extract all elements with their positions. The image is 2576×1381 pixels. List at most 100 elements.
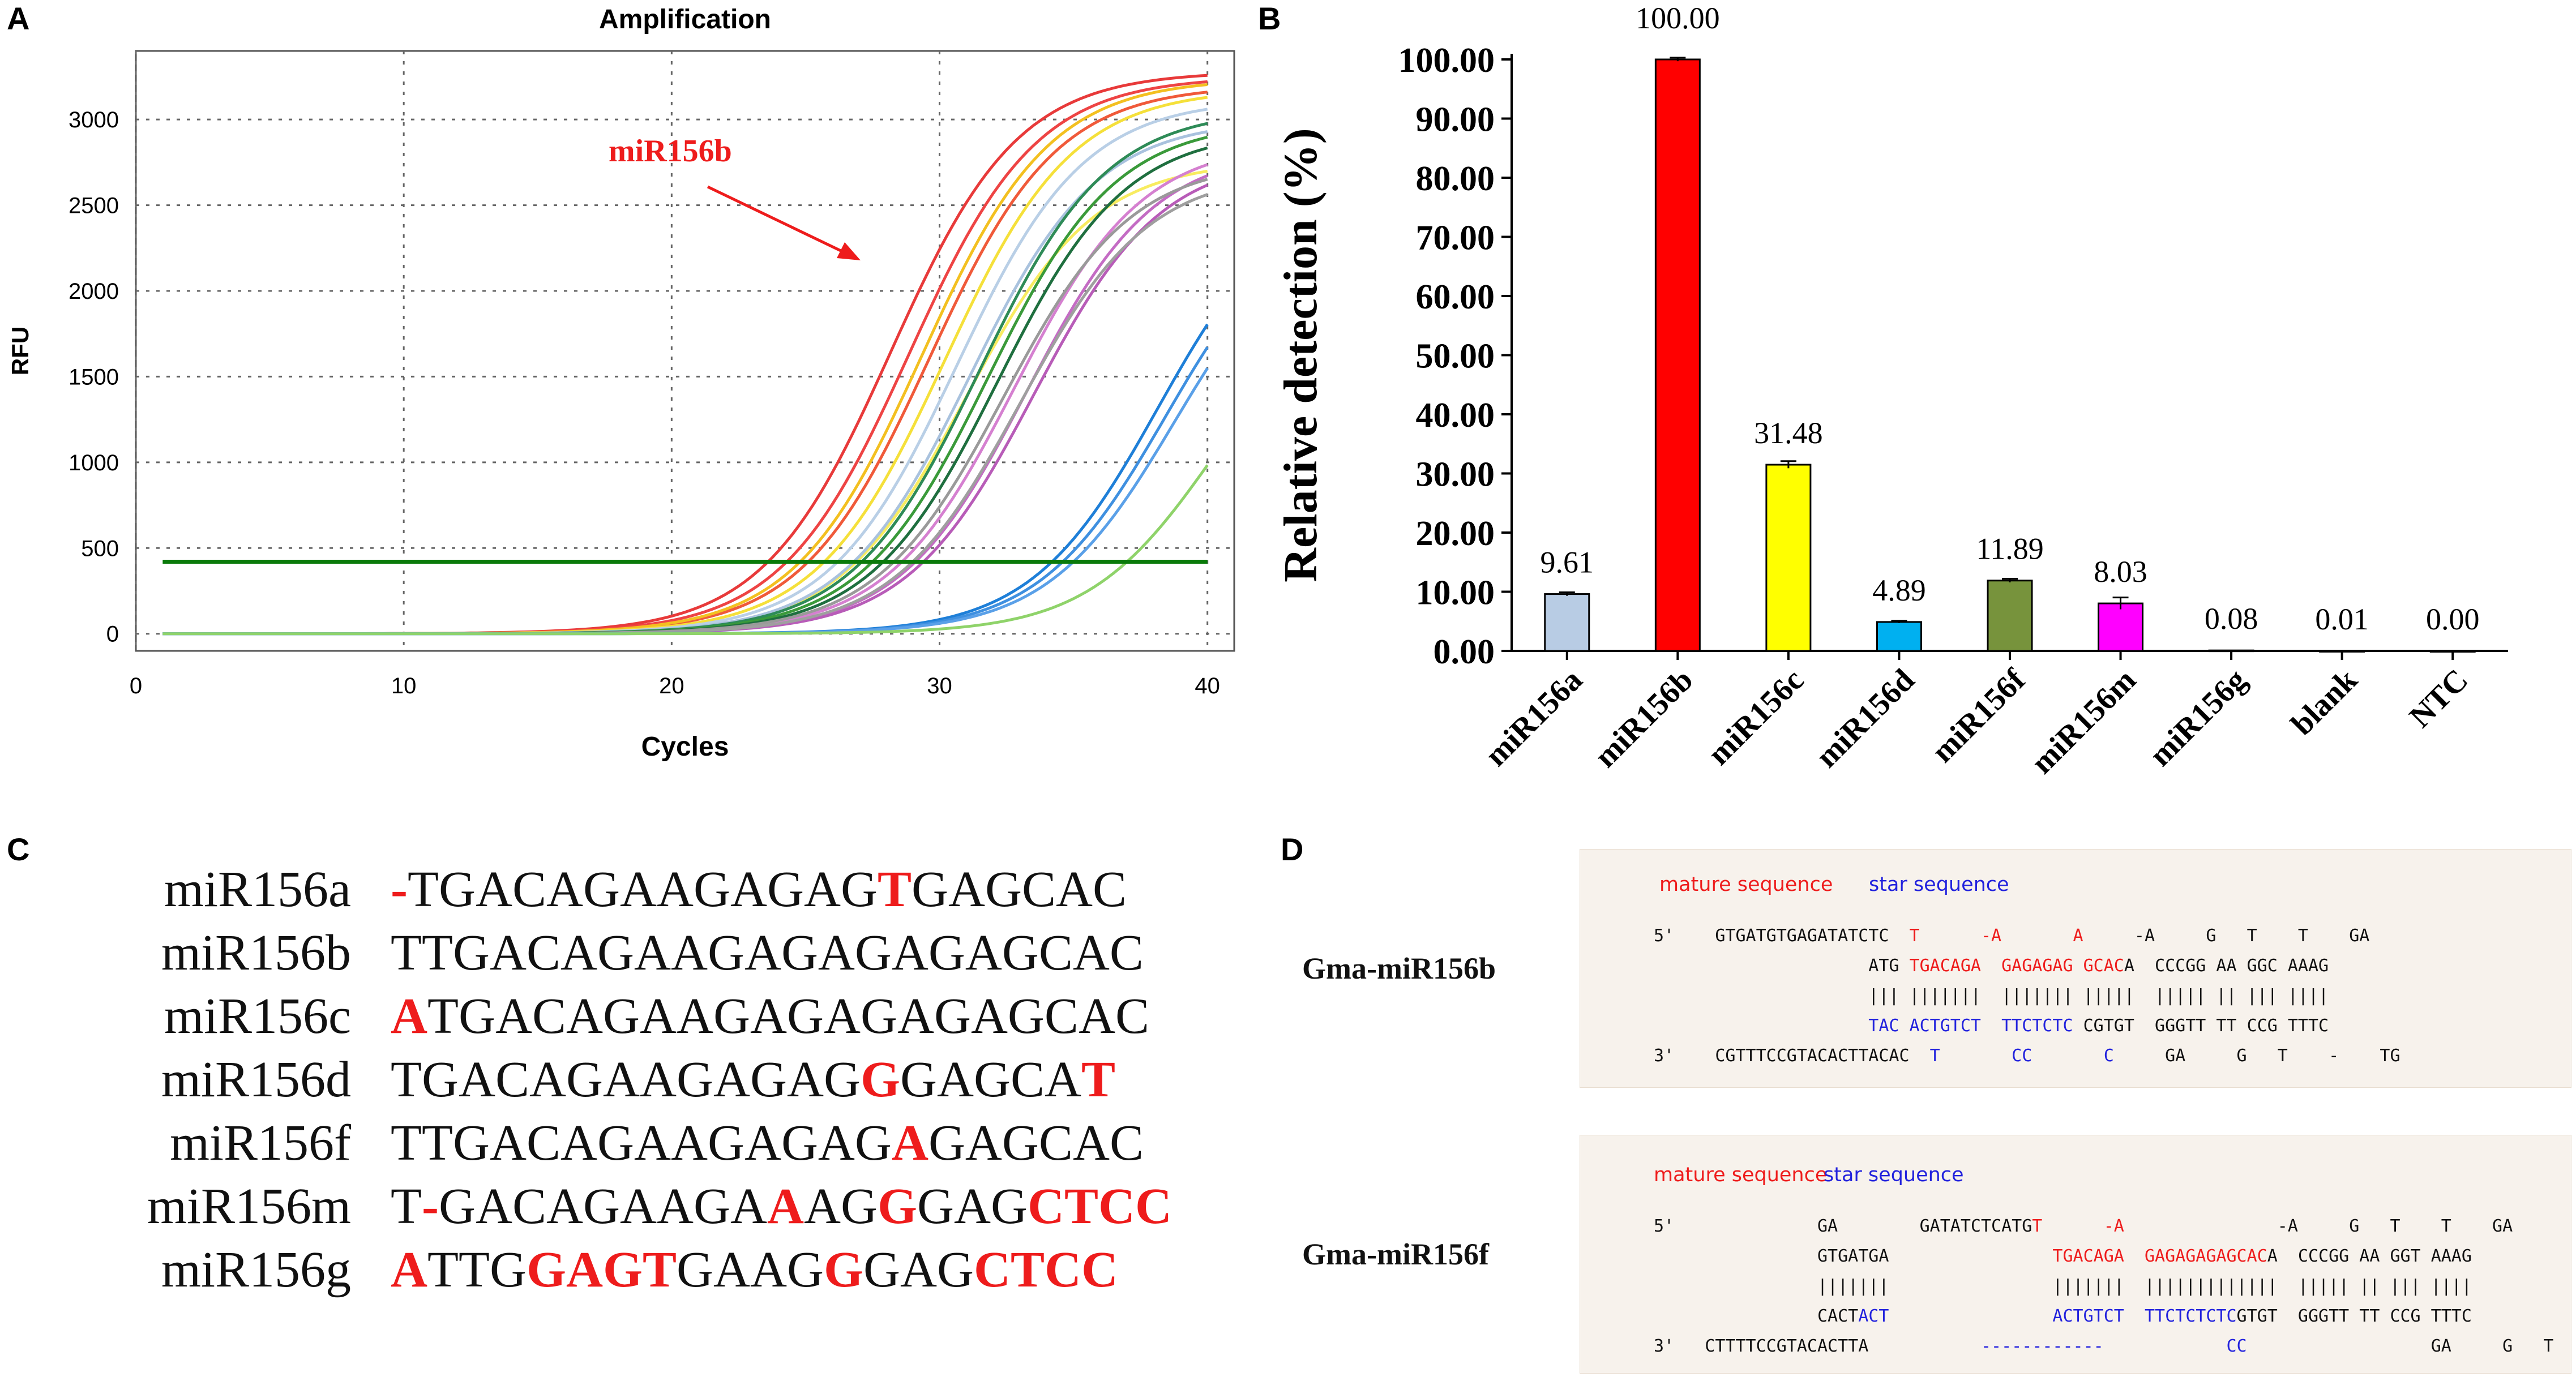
value-label: 8.03 xyxy=(2094,555,2147,589)
mismatch-base: T xyxy=(1081,1051,1116,1108)
star-sequence: ACTGTCT TTCTCTCTC xyxy=(2052,1306,2237,1326)
value-label: 100.00 xyxy=(1636,1,1720,35)
hairpin-text xyxy=(1889,1306,2052,1326)
x-tick-label: 30 xyxy=(927,674,952,698)
y-tick-label: 2500 xyxy=(69,194,119,218)
sequence: TGACAGAAGAGAGGGAGCAT xyxy=(391,1050,1115,1109)
annotation-arrowhead xyxy=(837,242,861,260)
mismatch-base: G xyxy=(823,1241,863,1298)
hairpin-line: ||| ||||||| ||||||| ||||| ||||| || ||| |… xyxy=(1654,986,2329,1006)
panel-label-b: B xyxy=(1258,1,1281,36)
base-run: TGACAGAAGAGAG xyxy=(407,861,878,917)
bar-miR156b xyxy=(1654,58,1701,652)
bar-miR156f xyxy=(1987,580,2033,652)
hairpin-text: CACT xyxy=(1654,1306,1859,1326)
hairpin-box-b: mature sequence star sequence 5' GTGATGT… xyxy=(1580,849,2571,1088)
hairpin-text: CGTGT GGGTT TT CCG TTTC xyxy=(2083,1016,2329,1036)
base-run: TGACAGAAGAGAG xyxy=(391,1051,861,1108)
mismatch-base: A xyxy=(767,1178,804,1234)
y-tick-label: 70.00 xyxy=(1416,219,1495,258)
base-run: GAGCA xyxy=(900,1051,1081,1108)
mismatch-base: T xyxy=(877,861,912,917)
x-tick-label: 0 xyxy=(130,674,142,698)
x-tick-label: blank xyxy=(2284,662,2364,742)
y-tick-label: 80.00 xyxy=(1416,160,1495,198)
alignment-row: miR156d TGACAGAAGAGAGGGAGCAT xyxy=(108,1048,1172,1111)
alignment-row: miR156f TTGACAGAAGAGAGAGAGCAC xyxy=(108,1111,1172,1174)
mismatch-base: - xyxy=(391,861,408,917)
base-run: GAGCAC xyxy=(911,861,1127,917)
bar-miR156d xyxy=(1876,621,1922,652)
hairpin-text: GA G T - TG xyxy=(2113,1046,2400,1066)
legend-mature-b: mature sequence xyxy=(1659,873,1833,896)
star-sequence: ACT xyxy=(1858,1306,1889,1326)
hairpin-line: 5' GTGATGTGAGATATCTC T -A A -A G T T GA xyxy=(1654,926,2369,946)
y-tick-label: 1000 xyxy=(69,451,119,475)
base-run: GAG xyxy=(917,1178,1028,1234)
annotation-label: miR156b xyxy=(609,134,732,169)
alignment-row: miR156b TTGACAGAAGAGAGAGAGCAC xyxy=(108,921,1172,984)
y-tick-label: 0.00 xyxy=(1434,633,1495,671)
mismatch-base: - xyxy=(421,1178,439,1234)
y-tick-label: 2000 xyxy=(69,279,119,304)
hairpin-text: ATG xyxy=(1654,956,1910,976)
alignment-row: miR156g ATTGGAGTGAAGGGAGCTCC xyxy=(108,1238,1172,1301)
hairpin-text: GTGATGA xyxy=(1654,1246,2053,1266)
mismatch-base: GAGT xyxy=(526,1241,677,1298)
hairpin-line: ||||||| ||||||| ||||||||||||| ||||| || |… xyxy=(1654,1276,2472,1296)
bar-miR156m xyxy=(2098,602,2144,652)
mismatch-base: G xyxy=(860,1051,900,1108)
star-sequence: CC C xyxy=(1940,1046,2114,1066)
sequence: ATGACAGAAGAGAGAGAGCAC xyxy=(391,987,1149,1045)
y-tick-label: 3000 xyxy=(69,108,119,132)
hairpin-text xyxy=(1654,1016,1868,1036)
relative-detection-chart: 0.00 10.00 20.00 30.00 40.00 50.00 60.00 70.00 8… xyxy=(1274,1,2508,780)
star-sequence: T xyxy=(1929,1046,1940,1066)
hairpin-line: 3' CGTTTCCGTACACTTACAC T CC C GA G T - T… xyxy=(1654,1046,2400,1066)
star-sequence: TAC ACTGTCT TTCTCTC xyxy=(1868,1016,2083,1036)
hairpin-line: GTGATGA TGACAGA GAGAGAGAGCACA CCCGG AA G… xyxy=(1654,1246,2472,1266)
y-tick-label: 0 xyxy=(106,622,119,647)
x-axis-label: Cycles xyxy=(641,732,729,762)
base-run: AG xyxy=(803,1178,878,1234)
value-label: 0.00 xyxy=(2426,602,2480,636)
panel-label-d: D xyxy=(1281,831,1304,867)
value-label: 9.61 xyxy=(1541,546,1594,580)
x-tick-label: NTC xyxy=(2403,662,2475,734)
mature-sequence: T xyxy=(1909,926,1920,946)
hairpin-line: 3' CTTTTCCGTACACTTA ------------ CC GA G… xyxy=(1654,1336,2576,1356)
base-run: TTG xyxy=(427,1241,527,1298)
sequence-name: miR156g xyxy=(161,1241,351,1298)
mismatch-base: CTCC xyxy=(974,1241,1119,1298)
y-axis-label: RFU xyxy=(7,327,33,375)
hairpin-title-f: Gma-miR156f xyxy=(1302,1237,1489,1271)
hairpin-line: ATG TGACAGA GAGAGAG GCACA CCCGG AA GGC A… xyxy=(1654,956,2329,976)
sequence-name: miR156m xyxy=(147,1178,351,1234)
alignment-row: miR156c ATGACAGAAGAGAGAGAGCAC xyxy=(108,984,1172,1048)
hairpin-text: -A G T T GA xyxy=(2134,926,2370,946)
value-label: 0.08 xyxy=(2205,602,2258,636)
hairpin-text: ||| ||||||| ||||||| ||||| ||||| || ||| |… xyxy=(1654,986,2329,1006)
panel-label-c: C xyxy=(7,831,30,867)
hairpin-line: TAC ACTGTCT TTCTCTC CGTGT GGGTT TT CCG T… xyxy=(1654,1016,2329,1036)
alignment-row: miR156m T-GACAGAAGAAAGGGAGCTCC xyxy=(108,1174,1172,1238)
y-tick-label: 50.00 xyxy=(1416,337,1495,376)
sequence-name: miR156d xyxy=(161,1051,351,1108)
mismatch-base: A xyxy=(891,1114,928,1171)
series-line-blank xyxy=(162,464,1209,636)
y-tick-label: 20.00 xyxy=(1416,514,1495,553)
sequence: TTGACAGAAGAGAGAGAGCAC xyxy=(391,924,1144,982)
amplification-chart: 0 10 20 30 40 0 500 1000 1500 2000 2500 3000 Amplifi… xyxy=(7,5,1235,762)
hairpin-title-b: Gma-miR156b xyxy=(1302,951,1496,985)
base-run: TGACAGAAGAGAGAGAGCAC xyxy=(427,988,1149,1044)
sequence-name: miR156f xyxy=(169,1114,351,1171)
sequence: ATTGGAGTGAAGGGAGCTCC xyxy=(391,1241,1118,1299)
mature-sequence: -A A xyxy=(1919,926,2134,946)
sequence-name: miR156b xyxy=(161,924,351,981)
x-tick-label: 10 xyxy=(391,674,417,698)
hairpin-text: 5' GA GATATCTCATG xyxy=(1654,1216,2032,1236)
mature-sequence: TGACAGA GAGAGAGAGCAC xyxy=(2052,1246,2267,1266)
legend-star-f: star sequence xyxy=(1824,1164,1964,1186)
hairpin-text: GTGT GGGTT TT CCG TTTC xyxy=(2236,1306,2472,1326)
base-run: GAGCAC xyxy=(928,1114,1144,1171)
